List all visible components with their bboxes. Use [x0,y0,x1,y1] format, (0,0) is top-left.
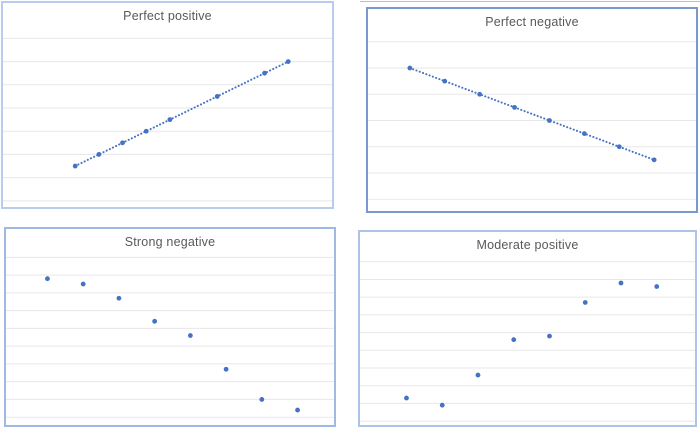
plot-area [6,229,334,425]
chart-perfect-positive[interactable]: Perfect positive [1,1,334,209]
top-edge-divider-line [360,1,700,2]
chart-moderate-positive[interactable]: Moderate positive [358,230,697,427]
plot-area [3,3,332,207]
plot-area [360,232,695,425]
chart-strong-negative[interactable]: Strong negative [4,227,336,427]
plot-area [368,9,696,211]
chart-perfect-negative[interactable]: Perfect negative [366,7,698,213]
